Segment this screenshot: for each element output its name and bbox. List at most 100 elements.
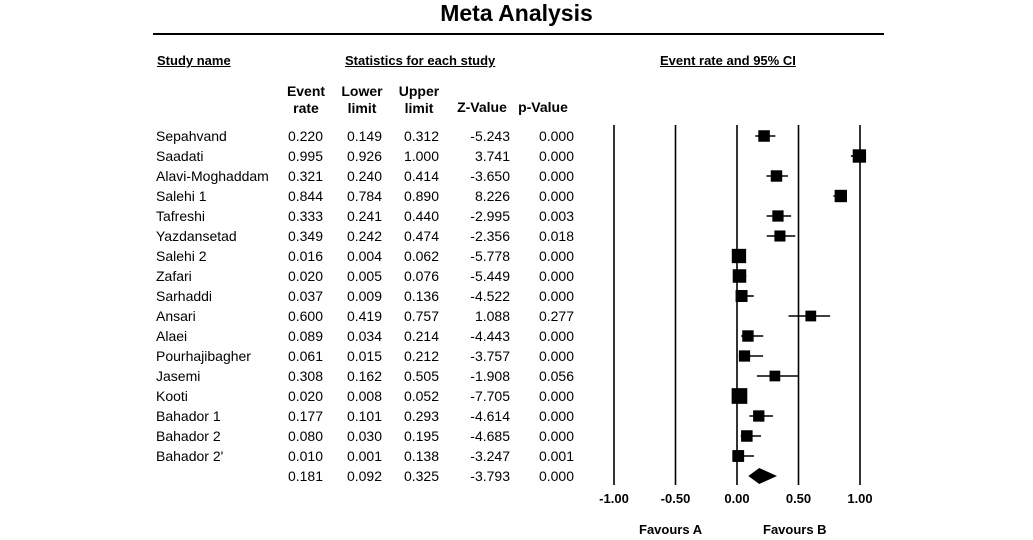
point-estimate-square <box>772 210 784 222</box>
study-row: Pourhajibagher 0.061 0.015 0.212 -3.757 0.000 <box>0 346 600 366</box>
cell-p: 0.003 <box>538 208 574 224</box>
cell-rate: 0.177 <box>287 408 323 424</box>
study-row: Bahador 2' 0.010 0.001 0.138 -3.247 0.001 <box>0 446 600 466</box>
study-row: Yazdansetad 0.349 0.242 0.474 -2.356 0.018 <box>0 226 600 246</box>
point-estimate-square <box>731 388 748 404</box>
study-name: Saadati <box>156 148 204 164</box>
cell-rate: 0.010 <box>287 448 323 464</box>
study-name: Tafreshi <box>156 208 206 224</box>
cell-upper: 0.293 <box>403 408 439 424</box>
cell-lower: 0.241 <box>346 208 382 224</box>
cell-upper: 0.890 <box>403 188 439 204</box>
point-estimate-square <box>742 330 754 342</box>
point-estimate-square <box>741 430 753 442</box>
cell-rate: 0.089 <box>287 328 323 344</box>
cell-z: -3.650 <box>470 168 510 184</box>
cell-upper: 0.136 <box>403 288 439 304</box>
cell-lower: 0.092 <box>346 468 382 484</box>
cell-rate: 0.995 <box>287 148 323 164</box>
study-name: Jasemi <box>156 368 201 384</box>
cell-upper: 0.195 <box>403 428 439 444</box>
column-header: Lower limit <box>322 83 402 117</box>
study-name: Bahador 2' <box>156 448 224 464</box>
cell-upper: 0.076 <box>403 268 439 284</box>
x-tick-label: 1.00 <box>847 491 873 506</box>
cell-rate: 0.220 <box>287 128 323 144</box>
study-name: Sepahvand <box>156 128 227 144</box>
cell-z: 1.088 <box>474 308 510 324</box>
cell-z: 8.226 <box>474 188 510 204</box>
cell-lower: 0.784 <box>346 188 382 204</box>
study-row: Kooti 0.020 0.008 0.052 -7.705 0.000 <box>0 386 600 406</box>
summary-row: 0.181 0.092 0.325 -3.793 0.000 <box>0 466 600 486</box>
cell-p: 0.000 <box>538 128 574 144</box>
cell-p: 0.000 <box>538 188 574 204</box>
cell-z: -2.995 <box>470 208 510 224</box>
column-header: Z-Value <box>442 99 522 116</box>
study-name: Alaei <box>156 328 188 344</box>
cell-upper: 0.325 <box>403 468 439 484</box>
study-name: Yazdansetad <box>156 228 237 244</box>
study-row: Salehi 2 0.016 0.004 0.062 -5.778 0.000 <box>0 246 600 266</box>
point-estimate-square <box>731 248 747 264</box>
cell-lower: 0.240 <box>346 168 382 184</box>
cell-p: 0.000 <box>538 348 574 364</box>
study-name: Bahador 2 <box>156 428 221 444</box>
column-header-line1: Event <box>286 83 326 99</box>
cell-lower: 0.101 <box>346 408 382 424</box>
cell-upper: 0.440 <box>403 208 439 224</box>
column-header-line1: p-Value <box>518 99 568 115</box>
study-row: Zafari 0.020 0.005 0.076 -5.449 0.000 <box>0 266 600 286</box>
cell-lower: 0.001 <box>346 448 382 464</box>
cell-rate: 0.321 <box>287 168 323 184</box>
cell-rate: 0.020 <box>287 268 323 284</box>
column-header-line2: limit <box>404 100 434 116</box>
cell-upper: 0.474 <box>403 228 439 244</box>
cell-p: 0.000 <box>538 328 574 344</box>
x-tick-label: 0.00 <box>724 491 750 506</box>
study-row: Salehi 1 0.844 0.784 0.890 8.226 0.000 <box>0 186 600 206</box>
cell-z: -3.757 <box>470 348 510 364</box>
cell-z: -5.778 <box>470 248 510 264</box>
cell-z: -3.247 <box>470 448 510 464</box>
cell-z: -5.449 <box>470 268 510 284</box>
cell-p: 0.000 <box>538 288 574 304</box>
cell-upper: 1.000 <box>403 148 439 164</box>
cell-p: 0.000 <box>538 248 574 264</box>
cell-lower: 0.149 <box>346 128 382 144</box>
study-name: Alavi-Moghaddam <box>156 168 269 184</box>
cell-p: 0.000 <box>538 168 574 184</box>
cell-upper: 0.757 <box>403 308 439 324</box>
cell-lower: 0.242 <box>346 228 382 244</box>
point-estimate-square <box>770 170 783 182</box>
cell-rate: 0.844 <box>287 188 323 204</box>
point-estimate-square <box>758 130 770 142</box>
cell-lower: 0.926 <box>346 148 382 164</box>
cell-p: 0.000 <box>538 148 574 164</box>
x-tick-label: -0.50 <box>660 491 691 506</box>
point-estimate-square <box>834 189 847 203</box>
point-estimate-square <box>774 230 786 242</box>
cell-z: -1.908 <box>470 368 510 384</box>
cell-p: 0.000 <box>538 408 574 424</box>
cell-lower: 0.015 <box>346 348 382 364</box>
cell-lower: 0.030 <box>346 428 382 444</box>
cell-upper: 0.505 <box>403 368 439 384</box>
study-row: Bahador 2 0.080 0.030 0.195 -4.685 0.000 <box>0 426 600 446</box>
title-rule <box>153 33 884 35</box>
cell-upper: 0.062 <box>403 248 439 264</box>
cell-p: 0.000 <box>538 468 574 484</box>
cell-upper: 0.138 <box>403 448 439 464</box>
cell-lower: 0.162 <box>346 368 382 384</box>
column-header-line2: rate <box>293 100 319 116</box>
cell-lower: 0.009 <box>346 288 382 304</box>
cell-p: 0.018 <box>538 228 574 244</box>
cell-z: 3.741 <box>474 148 510 164</box>
favours-b-label: Favours B <box>763 522 827 537</box>
study-name: Kooti <box>156 388 188 404</box>
x-tick-label: -1.00 <box>599 491 629 506</box>
cell-z: -4.614 <box>470 408 510 424</box>
study-row: Sepahvand 0.220 0.149 0.312 -5.243 0.000 <box>0 126 600 146</box>
point-estimate-square <box>852 149 867 163</box>
